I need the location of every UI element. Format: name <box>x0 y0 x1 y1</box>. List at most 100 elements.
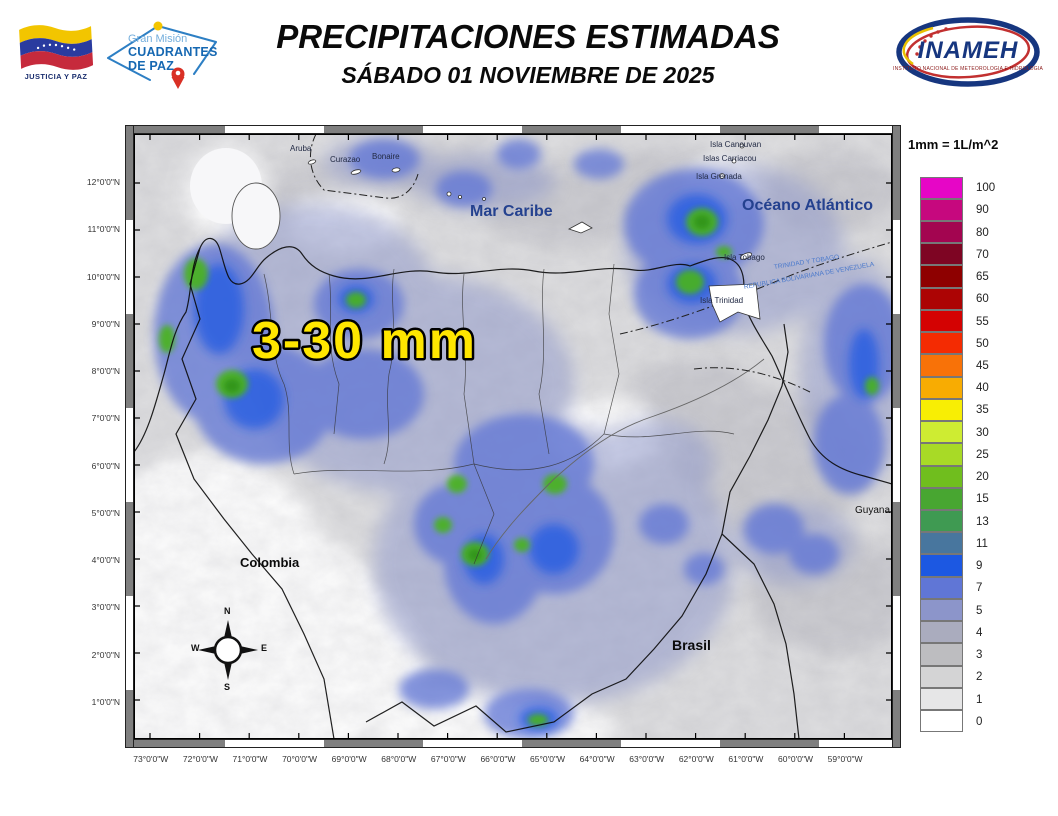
legend-entry: 20 <box>920 465 995 488</box>
legend-swatch <box>920 532 963 555</box>
legend-value: 4 <box>976 626 983 639</box>
maritime-boundaries-layer <box>310 134 892 393</box>
legend-entry: 65 <box>920 265 995 288</box>
legend-entry: 0 <box>920 710 995 733</box>
legend-swatch <box>920 510 963 533</box>
islas-carriacou-label: Islas Carriacou <box>703 154 757 163</box>
legend-entry: 35 <box>920 398 995 422</box>
legend-swatch <box>920 643 963 666</box>
legend-entry: 11 <box>920 532 995 555</box>
lon-axis-label: 59°0'0"W <box>827 754 863 764</box>
legend-value: 70 <box>976 248 989 261</box>
lon-axis-label: 67°0'0"W <box>430 754 466 764</box>
legend-swatch <box>920 376 963 399</box>
mission-name-line1: Gran Misión <box>128 33 188 45</box>
isla-tobago-label: Isla Tobago <box>724 253 765 262</box>
orinoco-river <box>485 358 765 560</box>
lon-axis-label: 71°0'0"W <box>232 754 268 764</box>
legend-value: 30 <box>976 426 989 439</box>
legend: 100 90 80 70 65 60 <box>920 176 995 733</box>
legend-value: 9 <box>976 560 983 573</box>
legend-value: 90 <box>976 204 989 217</box>
longitude-axis: 73°0'0"W 72°0'0"W 71°0'0"W 70°0'0"W 69°0'0"W… <box>126 754 870 764</box>
legend-entry: 15 <box>920 487 995 511</box>
lat-axis-label: 12°0'0"N <box>86 177 120 187</box>
lat-axis-label: 9°0'0"N <box>91 318 120 329</box>
coastline <box>134 237 892 485</box>
compass-e-label: E <box>261 643 268 653</box>
legend-entry: 40 <box>920 376 995 399</box>
legend-value: 0 <box>976 715 983 728</box>
lat-axis-label: 1°0'0"N <box>91 696 120 707</box>
mission-name-line2: CUADRANTES DE PAZ <box>128 45 218 73</box>
legend-swatch <box>920 665 963 688</box>
legend-value: 55 <box>976 315 989 328</box>
legend-entry: 25 <box>920 443 995 466</box>
map-inner-border <box>134 134 892 739</box>
legend-swatch <box>920 598 963 622</box>
lat-axis-label: 11°0'0"N <box>87 224 120 235</box>
precip-range-annotation: 3-30 mm <box>252 312 477 370</box>
legend-swatch <box>920 332 963 355</box>
inameh-logo: INAMEH INSTITUTO NACIONAL DE METEOROLOGI… <box>893 10 1043 98</box>
legend-entry: 5 <box>920 598 995 622</box>
lon-axis-label: 72°0'0"W <box>182 754 218 764</box>
islands-layer <box>307 143 761 323</box>
legend-value: 45 <box>976 359 989 372</box>
lon-axis-label: 64°0'0"W <box>579 754 615 764</box>
compass-rose <box>198 620 258 680</box>
legend-value: 1 <box>976 693 983 706</box>
legend-entry: 4 <box>920 621 995 644</box>
lon-axis-label: 66°0'0"W <box>480 754 516 764</box>
legend-swatch <box>920 309 963 333</box>
legend-entry: 80 <box>920 220 995 244</box>
inameh-name: INAMEH <box>917 37 1019 64</box>
lon-axis-label: 69°0'0"W <box>331 754 367 764</box>
oceano-atlantico-label: Océano Atlántico <box>742 197 873 214</box>
legend-title: 1mm = 1L/m^2 <box>908 137 999 152</box>
lat-axis-label: 6°0'0"N <box>91 460 120 471</box>
lon-axis-label: 68°0'0"W <box>381 754 417 764</box>
legend-swatch <box>920 265 963 288</box>
map-canvas: 3-30 mm Mar Caribe Océano Atlántico Arub… <box>134 134 892 739</box>
legend-entry: 55 <box>920 309 995 333</box>
lon-axis-label: 70°0'0"W <box>282 754 318 764</box>
legend-entry: 7 <box>920 576 995 599</box>
isla-grenada-label: Isla Grenada <box>696 172 742 181</box>
legend-entry: 70 <box>920 243 995 266</box>
legend-swatch <box>920 576 963 599</box>
lat-axis-label: 4°0'0"N <box>91 555 120 566</box>
precip-darkgreen-layer <box>224 215 710 561</box>
page-title: PRECIPITACIONES ESTIMADAS <box>276 18 780 55</box>
map-neatline-right <box>892 125 901 748</box>
legend-swatch <box>920 354 963 377</box>
legend-value: 20 <box>976 471 989 484</box>
legend-swatch <box>920 421 963 444</box>
lat-axis-label: 7°0'0"N <box>91 413 120 424</box>
degree-ticks <box>134 134 892 739</box>
legend-value: 5 <box>976 604 983 617</box>
legend-swatch <box>920 176 963 199</box>
lat-axis-label: 2°0'0"N <box>91 649 120 660</box>
brazil-border <box>365 323 789 733</box>
legend-value: 25 <box>976 448 989 461</box>
brasil-label: Brasil <box>672 637 711 653</box>
legend-swatch <box>920 287 963 310</box>
legend-entry: 1 <box>920 687 995 711</box>
mar-caribe-label: Mar Caribe <box>470 203 553 220</box>
state-borders-layer <box>263 263 735 565</box>
lake-maracaibo <box>190 148 281 250</box>
legend-swatch <box>920 465 963 488</box>
inameh-ellipse-icon <box>896 17 1040 87</box>
legend-swatch <box>920 243 963 266</box>
legend-entry: 60 <box>920 287 995 310</box>
curazao-label: Curazao <box>330 155 361 164</box>
legend-value: 15 <box>976 493 989 506</box>
colombia-border <box>175 247 335 739</box>
justicia-y-paz-logo: JUSTICIA Y PAZ <box>16 20 96 90</box>
legend-entry: 2 <box>920 665 995 688</box>
legend-entry: 45 <box>920 354 995 377</box>
guyana-label: Guyana <box>855 505 891 516</box>
legend-entry: 90 <box>920 198 995 221</box>
